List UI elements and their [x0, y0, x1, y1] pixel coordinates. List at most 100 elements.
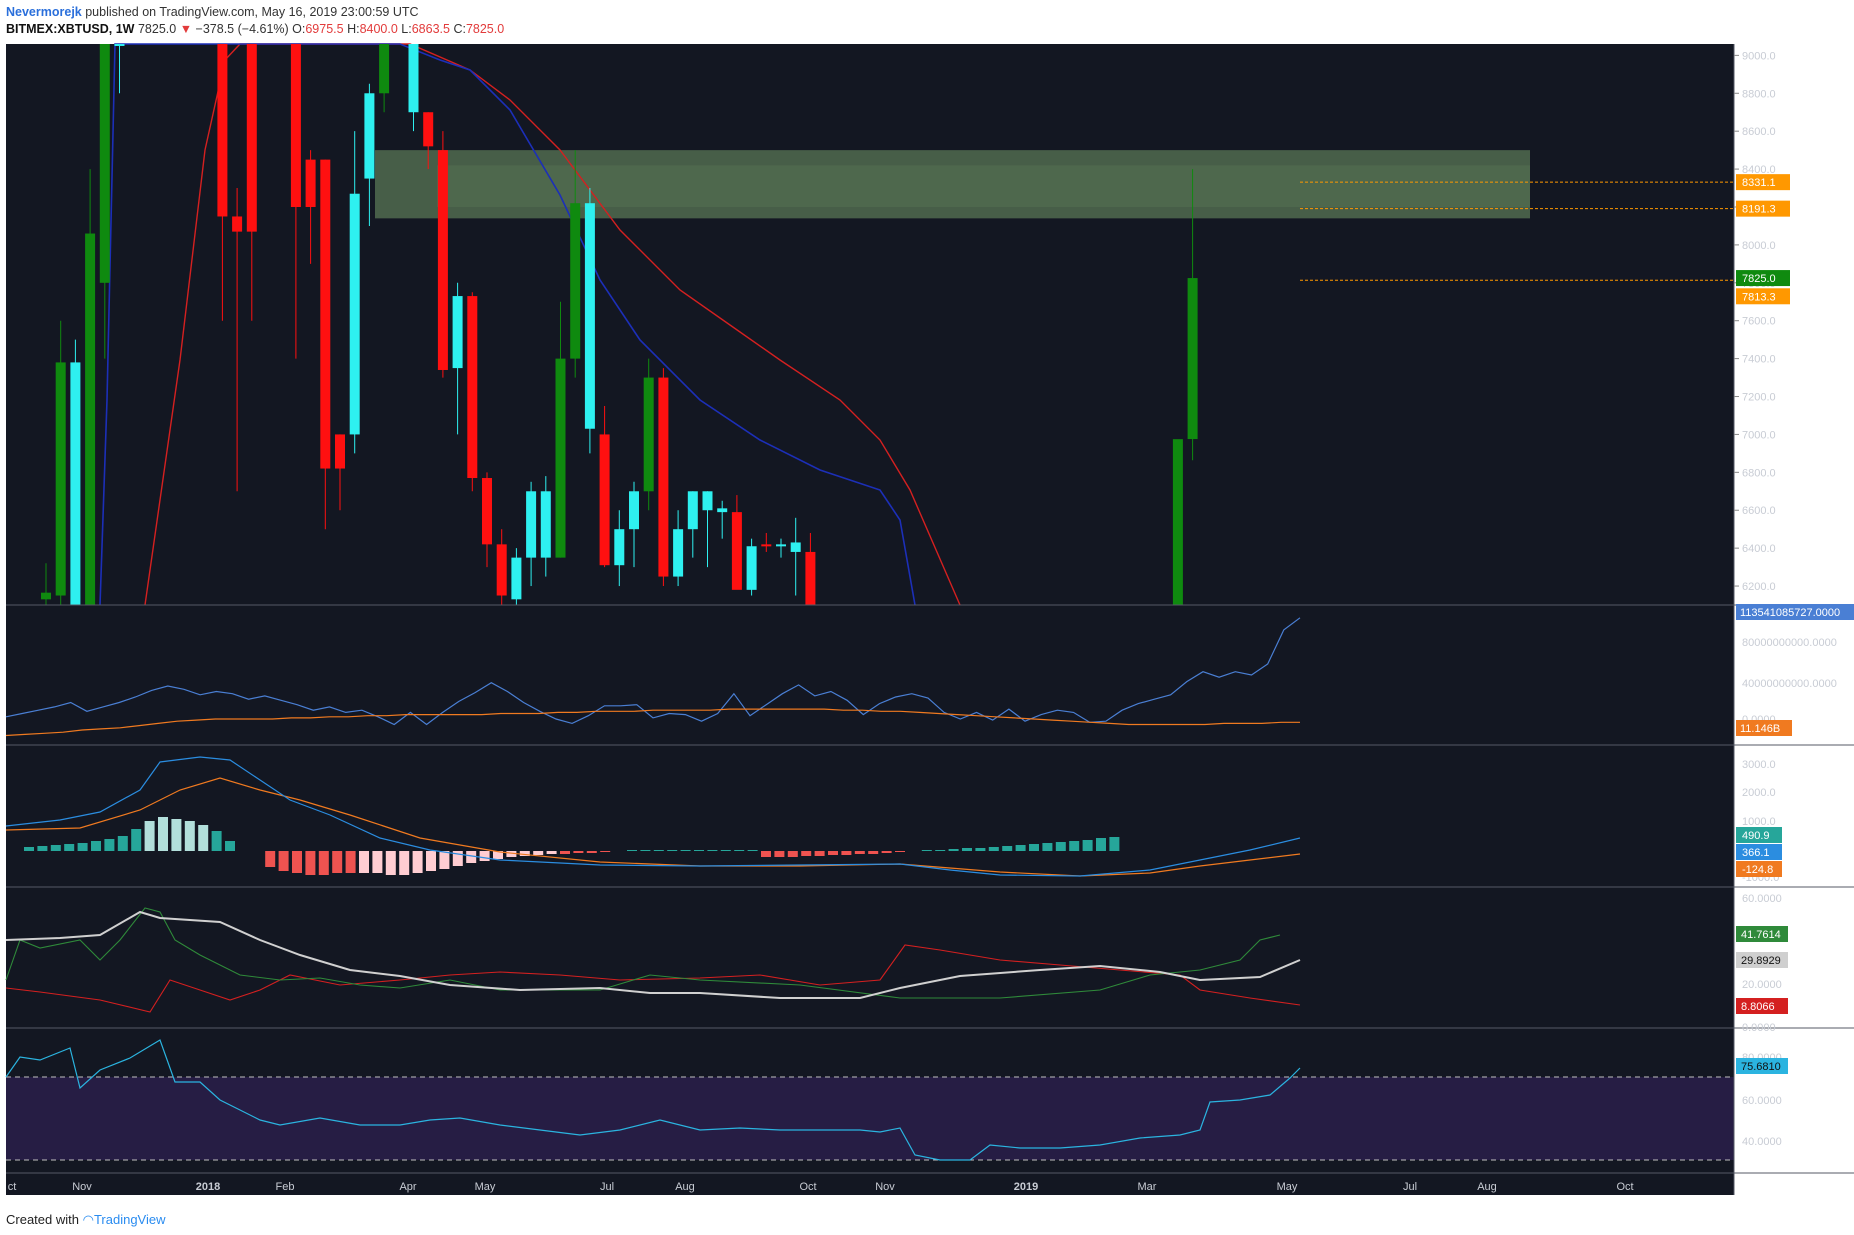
- time-tick-label: Jul: [600, 1181, 614, 1193]
- macd-histogram-bar: [653, 850, 664, 851]
- dmi-panel[interactable]: [5, 907, 1301, 1013]
- time-tick-label: Nov: [72, 1181, 92, 1193]
- candle-body: [335, 434, 345, 469]
- rsi-panel[interactable]: [5, 1039, 1734, 1161]
- price-tick-label: 9000.0: [1742, 50, 1776, 62]
- macd-histogram-bar: [694, 850, 704, 851]
- candle-body: [55, 362, 66, 596]
- macd-histogram-bar: [439, 851, 450, 869]
- symbol-label[interactable]: BITMEX:XBTUSD, 1W: [6, 22, 135, 36]
- high-value: 8400.0: [359, 22, 398, 36]
- tradingview-brand[interactable]: TradingView: [93, 1212, 166, 1227]
- candle-body: [761, 544, 772, 547]
- dmi-tick-label: 0.0000: [1742, 1022, 1776, 1034]
- dmi-tick-label: 20.0000: [1742, 979, 1782, 991]
- macd-histogram-bar: [345, 851, 356, 873]
- candle-body: [1187, 278, 1198, 440]
- candle-body: [673, 529, 684, 577]
- macd-label-box: [1736, 861, 1782, 877]
- time-tick-label: Apr: [399, 1181, 416, 1193]
- rsi-tick-label: 40.0000: [1742, 1136, 1782, 1148]
- dmi-label: 29.8929: [1741, 955, 1781, 967]
- candle-body: [232, 216, 243, 232]
- candle-body: [599, 434, 610, 566]
- price-label: 7825.0: [1742, 273, 1776, 285]
- macd-histogram-bar: [774, 851, 785, 857]
- volume-tick-label: 80000000000.0000: [1742, 637, 1837, 649]
- macd-histogram-bar: [747, 850, 758, 851]
- price-label-box: [1736, 200, 1790, 217]
- macd-histogram-bar: [573, 851, 584, 853]
- macd-histogram-bar: [1069, 841, 1080, 851]
- macd-label-box: [1736, 827, 1782, 843]
- volume-line: [5, 617, 1301, 726]
- volume-avg-label: 11.146B: [1740, 723, 1780, 735]
- candle-body: [1172, 439, 1183, 605]
- created-with-text: Created with: [6, 1212, 79, 1227]
- price-tick-label: 6200.0: [1742, 581, 1776, 593]
- volume-label-box: [1736, 604, 1854, 620]
- candle-body: [584, 203, 595, 429]
- price-tick-label: 8000.0: [1742, 240, 1776, 252]
- macd-histogram-bar: [948, 849, 959, 851]
- candle-body: [731, 512, 742, 590]
- candle-body: [555, 358, 566, 558]
- macd-histogram-bar: [466, 851, 477, 863]
- macd-histogram-bar: [519, 851, 530, 856]
- price-label-box: [1736, 288, 1790, 305]
- author-link[interactable]: Nevermorejk: [6, 5, 82, 19]
- candle-body: [570, 203, 581, 359]
- candle-body: [364, 93, 375, 179]
- macd-panel[interactable]: [5, 756, 1301, 877]
- time-tick-label: 2018: [196, 1181, 220, 1193]
- macd-histogram-bar: [560, 851, 570, 854]
- candle-body: [540, 491, 551, 558]
- rsi-line: [5, 1039, 1301, 1161]
- macd-histogram-bar: [265, 851, 276, 867]
- time-tick-label: May: [475, 1181, 496, 1193]
- time-tick-label: Oct: [1616, 1181, 1633, 1193]
- last-price: 7825.0: [137, 22, 177, 36]
- macd-histogram-bar: [600, 851, 611, 852]
- macd-histogram-bar: [399, 851, 410, 875]
- candle-body: [467, 296, 478, 479]
- volume-average-line: [5, 708, 1300, 737]
- candle-body: [717, 508, 728, 513]
- volume-panel[interactable]: [5, 617, 1301, 737]
- time-tick-label: ct: [8, 1181, 17, 1193]
- macd-histogram-bar: [868, 851, 879, 854]
- macd-histogram-bar: [1082, 840, 1093, 851]
- price-tick-label: 8600.0: [1742, 126, 1776, 138]
- macd-histogram-bar: [640, 850, 651, 851]
- macd-histogram-bar: [586, 851, 597, 853]
- rsi-tick-label: 60.0000: [1742, 1095, 1782, 1107]
- rsi-label-box: [1736, 1058, 1788, 1074]
- macd-histogram-bar: [493, 851, 503, 859]
- resistance-zone: [375, 150, 1530, 219]
- candle-body: [482, 478, 492, 545]
- macd-histogram-bar: [988, 847, 999, 851]
- candle-body: [320, 159, 331, 469]
- time-tick-label: Aug: [1477, 1181, 1497, 1193]
- macd-histogram-bar: [1096, 838, 1106, 851]
- macd-histogram-bar: [1109, 837, 1120, 851]
- macd-histogram-bar: [359, 851, 369, 873]
- macd-histogram-bar: [332, 851, 343, 873]
- macd-histogram-bar: [171, 819, 182, 851]
- time-tick-label: Aug: [675, 1181, 695, 1193]
- macd-label-box: [1736, 844, 1782, 860]
- macd-histogram-bar: [37, 846, 48, 851]
- axes: 9000.08800.08600.08400.08200.08000.07800…: [6, 44, 1854, 1195]
- macd-histogram-bar: [412, 851, 423, 873]
- volume-tick-label: 40000000000.0000: [1742, 678, 1837, 690]
- dmi-label-box: [1736, 952, 1788, 968]
- price-tick-label: 8400.0: [1742, 164, 1776, 176]
- macd-histogram-bar: [828, 851, 838, 855]
- macd-histogram-bar: [198, 825, 209, 851]
- macd-histogram-bar: [841, 851, 852, 855]
- chart-header: Nevermorejk published on TradingView.com…: [6, 4, 504, 38]
- price-panel[interactable]: [41, 43, 1734, 606]
- macd-histogram-bar: [184, 821, 195, 851]
- rsi-label: 75.6810: [1741, 1061, 1781, 1073]
